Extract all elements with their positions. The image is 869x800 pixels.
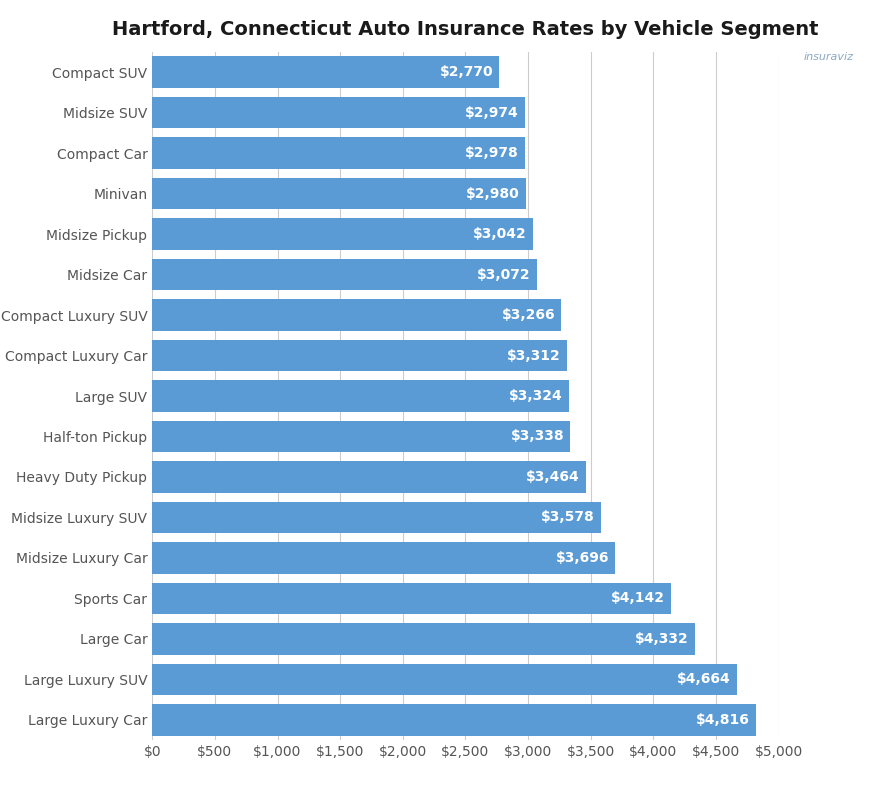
Bar [152,340,567,371]
Text: $4,332: $4,332 [634,632,688,646]
Text: $2,974: $2,974 [464,106,518,120]
Bar [152,582,670,614]
Bar [152,259,536,290]
Text: $3,324: $3,324 [508,389,561,403]
Bar [152,623,694,654]
Text: $3,338: $3,338 [510,430,563,443]
Bar [152,704,755,735]
Text: $3,072: $3,072 [477,267,530,282]
Title: Hartford, Connecticut Auto Insurance Rates by Vehicle Segment: Hartford, Connecticut Auto Insurance Rat… [112,20,818,39]
Bar [152,542,614,574]
Bar [152,97,524,129]
Text: $4,142: $4,142 [610,591,664,606]
Text: $2,978: $2,978 [465,146,519,160]
Bar [152,218,533,250]
Text: $4,664: $4,664 [676,672,729,686]
Bar [152,461,586,493]
Text: $2,770: $2,770 [439,66,493,79]
Bar [152,57,499,88]
Text: insuraviz: insuraviz [803,52,852,62]
Bar [152,421,570,452]
Text: $3,042: $3,042 [473,227,527,241]
Bar [152,138,525,169]
Text: $3,696: $3,696 [555,551,608,565]
Bar [152,502,600,533]
Text: $3,578: $3,578 [540,510,594,525]
Text: $2,980: $2,980 [465,186,519,201]
Text: $3,464: $3,464 [526,470,580,484]
Text: $3,266: $3,266 [501,308,554,322]
Bar [152,380,568,412]
Bar [152,299,561,331]
Text: $3,312: $3,312 [507,349,561,362]
Bar [152,663,736,695]
Bar [152,178,525,210]
Text: $4,816: $4,816 [694,713,748,726]
